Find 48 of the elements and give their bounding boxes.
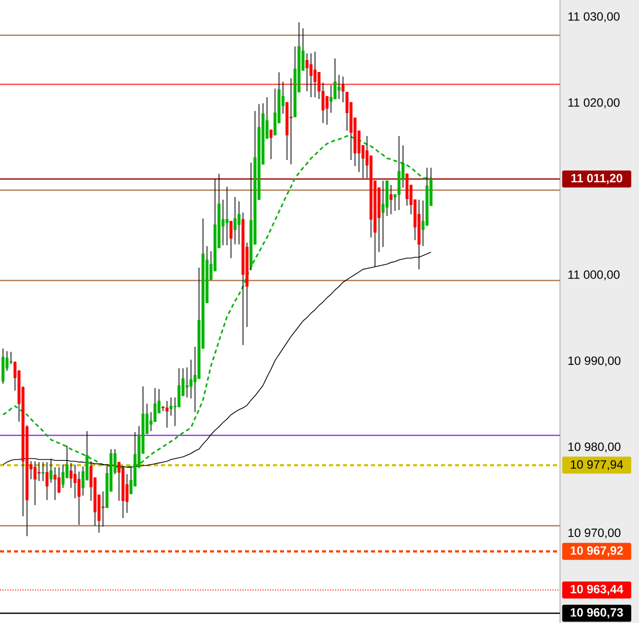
candlestick bbox=[54, 466, 56, 500]
candlestick bbox=[270, 130, 272, 160]
candlestick bbox=[62, 464, 64, 488]
candlestick bbox=[10, 352, 12, 364]
candlestick bbox=[170, 397, 172, 416]
ref-line-label: 10 960,73 bbox=[570, 608, 623, 618]
candlestick bbox=[186, 367, 188, 398]
candlestick bbox=[338, 74, 340, 100]
candlestick bbox=[154, 388, 156, 422]
y-tick-label: 11 020,00 bbox=[568, 98, 620, 108]
y-tick-label: 11 000,00 bbox=[568, 270, 620, 280]
candlestick bbox=[102, 490, 104, 528]
candlestick bbox=[310, 52, 312, 98]
candlestick bbox=[166, 400, 168, 428]
y-tick-label: 10 970,00 bbox=[568, 528, 620, 538]
candlestick bbox=[238, 200, 240, 245]
ref-line-label: 10 963,44 bbox=[570, 584, 624, 596]
candlestick bbox=[306, 52, 308, 92]
candlestick bbox=[342, 76, 344, 103]
candlestick bbox=[74, 464, 76, 499]
candlestick bbox=[274, 88, 276, 136]
candlestick bbox=[390, 184, 392, 215]
candlestick bbox=[58, 466, 60, 494]
candlestick bbox=[222, 199, 224, 246]
candlestick bbox=[178, 368, 180, 408]
y-tick-label: 11 030,00 bbox=[568, 12, 620, 22]
candlestick bbox=[190, 359, 192, 399]
candlestick bbox=[226, 186, 228, 246]
candlestick bbox=[78, 471, 80, 526]
candlestick bbox=[290, 78, 292, 165]
candlestick bbox=[46, 462, 48, 500]
y-tick-label: 10 990,00 bbox=[568, 356, 620, 366]
candlestick bbox=[34, 460, 36, 506]
candlestick bbox=[346, 92, 348, 132]
candlestick bbox=[38, 462, 40, 482]
ref-line-label: 11 011,20 bbox=[571, 174, 622, 184]
candlestick bbox=[398, 136, 400, 210]
candlestick bbox=[330, 84, 332, 114]
y-tick-label: 10 980,00 bbox=[568, 442, 620, 452]
candlestick bbox=[162, 406, 164, 412]
candlestick bbox=[234, 196, 236, 245]
candlestick bbox=[334, 58, 336, 100]
ref-line-label: 10 977,94 bbox=[570, 460, 624, 470]
candlestick bbox=[42, 462, 44, 482]
ref-line-label: 10 967,92 bbox=[570, 546, 623, 557]
candlestick bbox=[314, 51, 316, 98]
candlestick bbox=[230, 220, 232, 259]
candlestick bbox=[382, 180, 384, 248]
